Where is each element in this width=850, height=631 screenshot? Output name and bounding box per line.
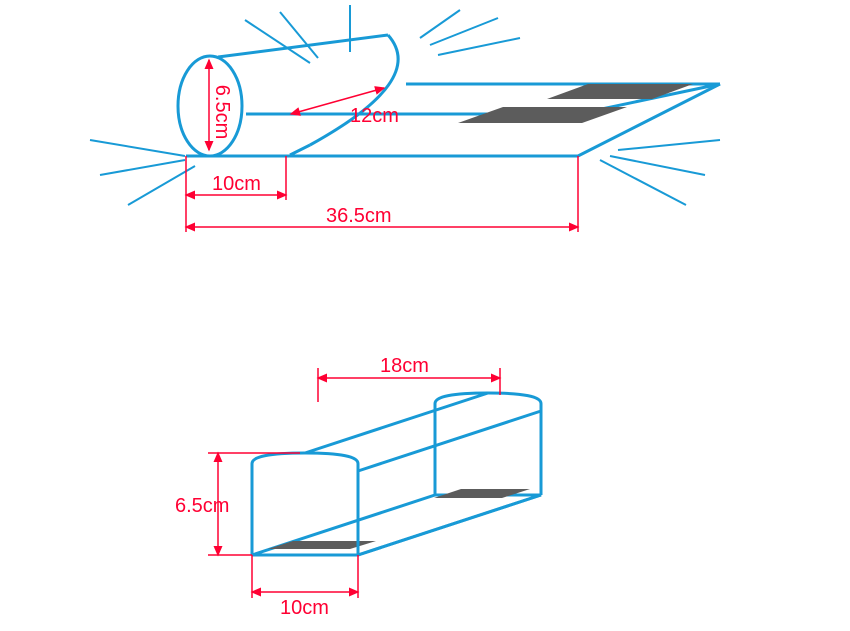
dim-label-6-5cm-top: 6.5cm	[211, 85, 233, 139]
dim-label-18cm: 18cm	[380, 355, 429, 377]
top-diagram	[90, 5, 720, 205]
dim-label-6-5cm-bottom: 6.5cm	[175, 495, 229, 517]
bottom-diagram	[252, 393, 541, 555]
dim-label-36-5cm: 36.5cm	[326, 205, 392, 227]
dim-label-10cm-top: 10cm	[212, 173, 261, 195]
dim-label-12cm: 12cm	[350, 105, 399, 127]
dim-label-10cm-bottom: 10cm	[280, 597, 329, 619]
dimension-diagram: 6.5cm 10cm 36.5cm 12cm 6.5cm 10cm 18cm	[0, 0, 850, 631]
